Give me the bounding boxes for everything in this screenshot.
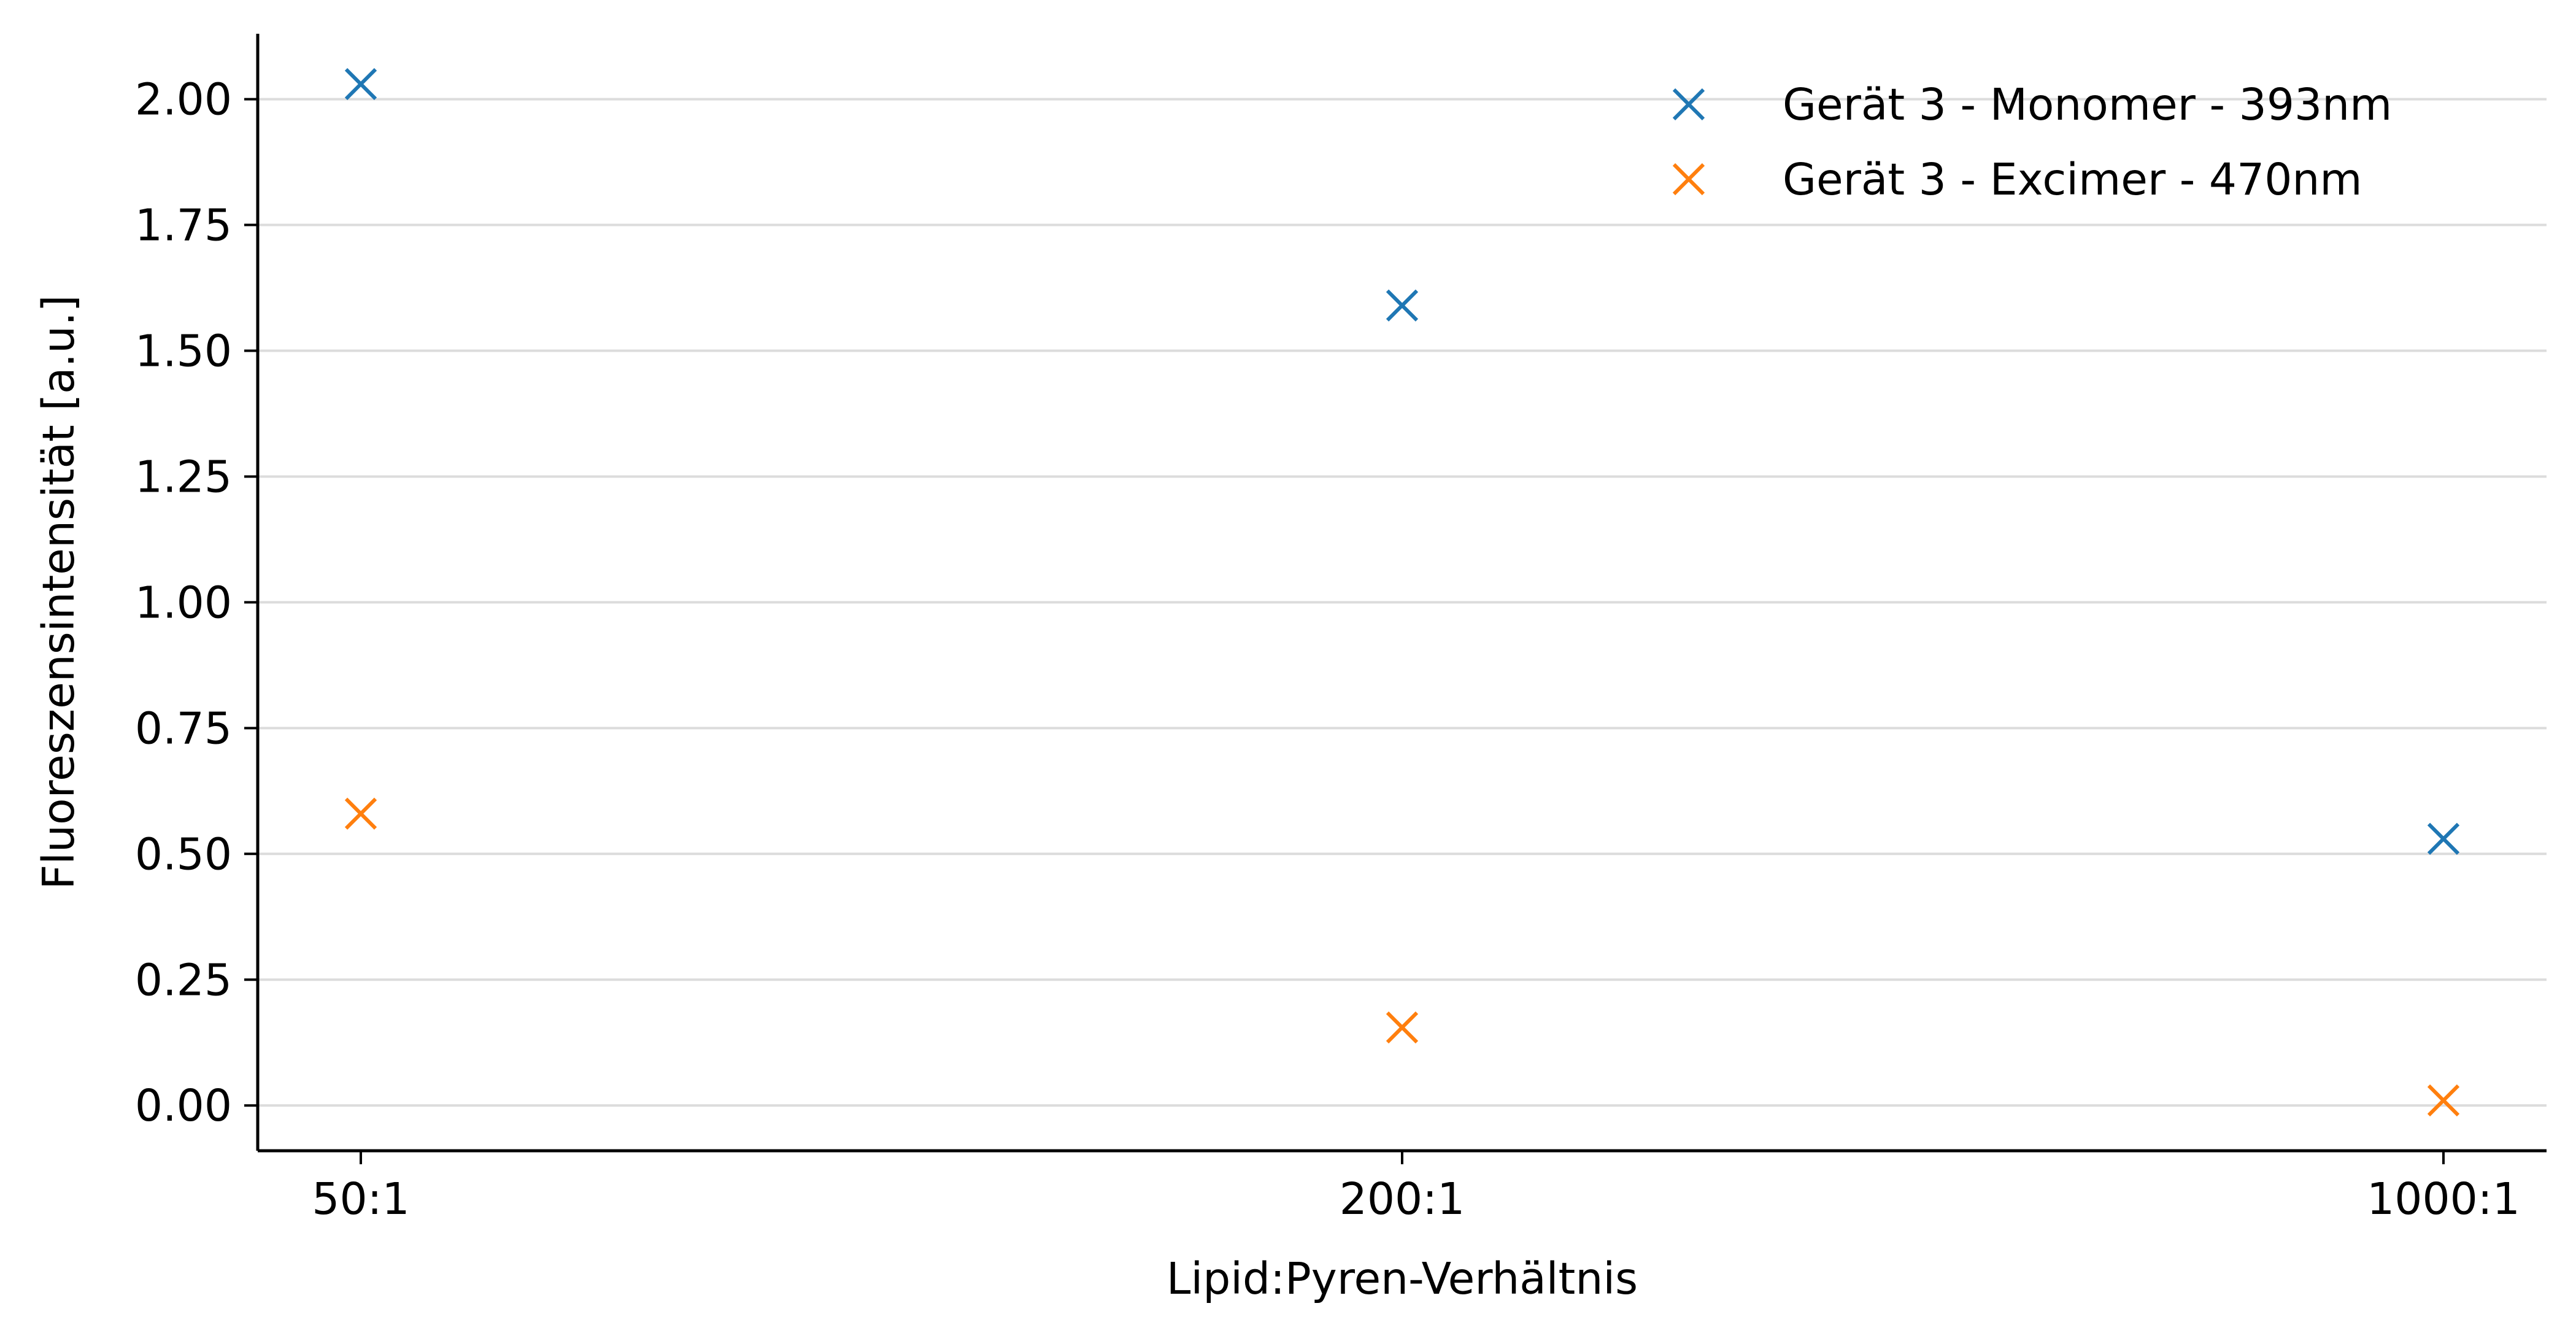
- y-tick-label: 1.25: [135, 451, 232, 502]
- y-tick-label: 0.00: [135, 1080, 232, 1131]
- y-axis-label: Fluoreszensintensität [a.u.]: [33, 295, 84, 889]
- y-ticks: 0.00 0.25 0.50 0.75 1.00 1.25 1.50 1.75 2.00: [135, 74, 258, 1132]
- data-point-series-0: [1387, 291, 1417, 320]
- legend-marker: [1674, 90, 1703, 119]
- gridlines: [258, 99, 2547, 1106]
- data-point-series-1: [1387, 1013, 1417, 1042]
- y-tick-label: 1.75: [135, 200, 232, 251]
- data-point-series-1: [2429, 1086, 2458, 1115]
- x-tick-label: 1000:1: [2367, 1173, 2520, 1224]
- y-tick-label: 1.00: [135, 577, 232, 628]
- data-point-series-1: [346, 799, 376, 829]
- legend-marker: [1674, 164, 1703, 194]
- y-tick-label: 1.50: [135, 325, 232, 376]
- legend-entry: Gerät 3 - Monomer - 393nm: [1783, 79, 2392, 130]
- data-point-series-0: [346, 69, 376, 99]
- y-tick-label: 0.75: [135, 703, 232, 754]
- y-tick-label: 2.00: [135, 74, 232, 125]
- y-tick-label: 0.25: [135, 954, 232, 1005]
- legend-entry: Gerät 3 - Excimer - 470nm: [1783, 154, 2362, 205]
- x-tick-label: 200:1: [1340, 1173, 1465, 1224]
- x-ticks: 50:1 200:1 1000:1: [312, 1151, 2520, 1224]
- x-axis-label: Lipid:Pyren-Verhältnis: [1167, 1253, 1638, 1304]
- x-tick-label: 50:1: [312, 1173, 409, 1224]
- y-tick-label: 0.50: [135, 829, 232, 879]
- data-point-series-0: [2429, 824, 2458, 854]
- data-points: [346, 69, 2458, 1115]
